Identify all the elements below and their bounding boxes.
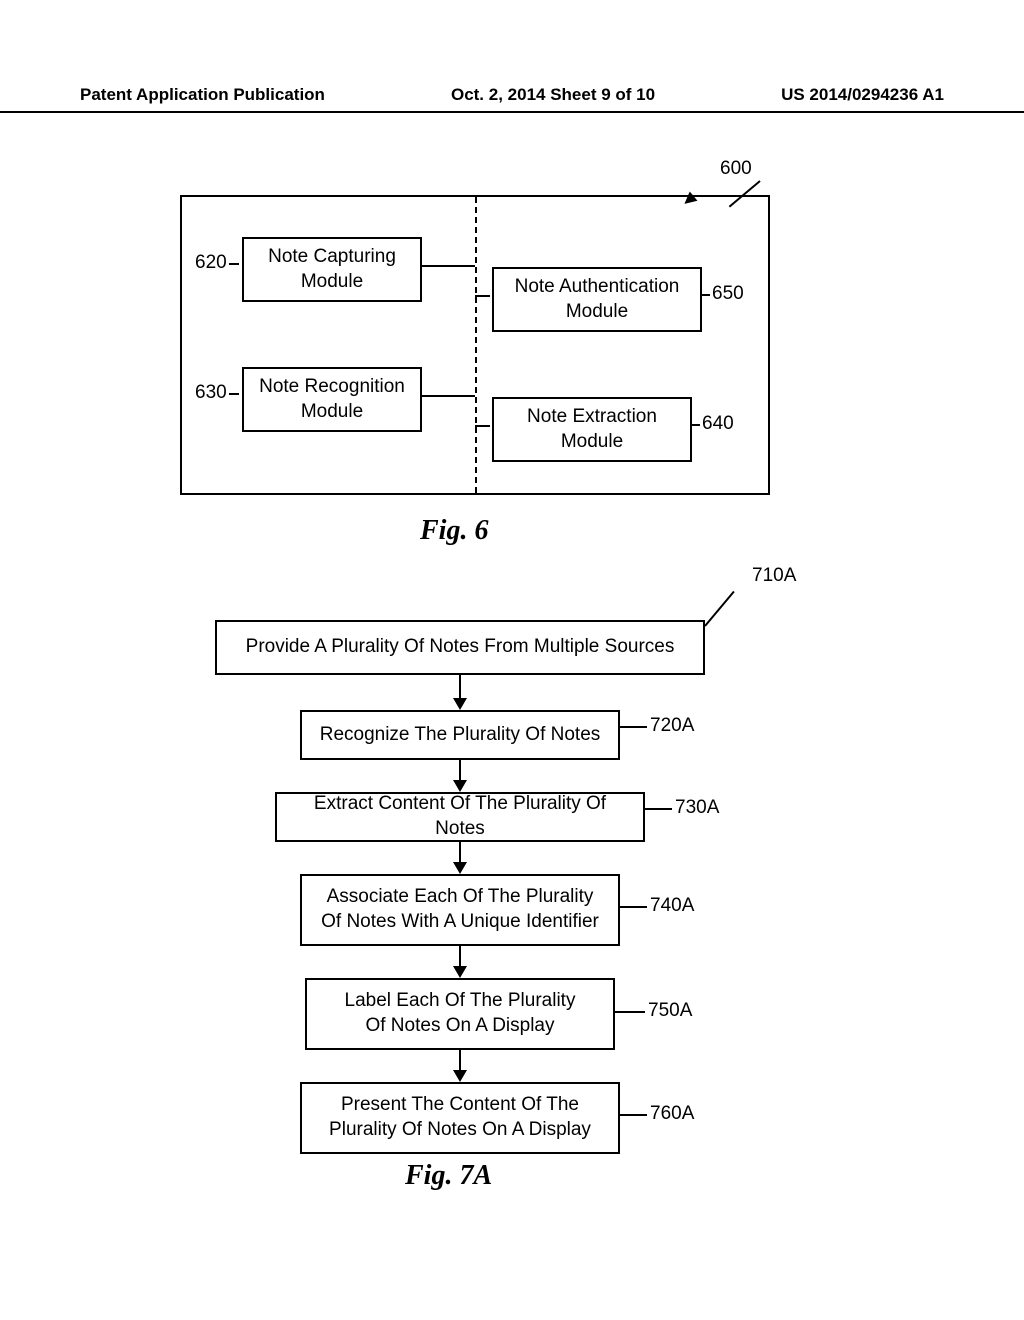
ref-720a: 720A xyxy=(650,715,694,737)
step-750a: Label Each Of The Plurality Of Notes On … xyxy=(305,978,615,1050)
conn-620-dash xyxy=(420,265,475,267)
step-760a: Present The Content Of The Plurality Of … xyxy=(300,1082,620,1154)
arrow-4 xyxy=(459,946,461,968)
fig6-system-box: Note Capturing Module Note Recognition M… xyxy=(180,195,770,495)
ref-740a: 740A xyxy=(650,895,694,917)
arrowhead-1 xyxy=(453,698,467,710)
arrowhead-3 xyxy=(453,862,467,874)
step-750a-label: Label Each Of The Plurality Of Notes On … xyxy=(345,989,576,1038)
header-center: Oct. 2, 2014 Sheet 9 of 10 xyxy=(451,85,655,105)
step-730a-label: Extract Content Of The Plurality Of Note… xyxy=(293,792,627,841)
ref-600: 600 xyxy=(720,158,752,180)
note-capturing-module: Note Capturing Module xyxy=(242,237,422,302)
arrowhead-4 xyxy=(453,966,467,978)
step-740a-label: Associate Each Of The Plurality Of Notes… xyxy=(321,885,599,934)
leader-710a xyxy=(704,591,734,627)
note-authentication-label: Note Authentication Module xyxy=(515,275,680,324)
ref-730a: 730A xyxy=(675,797,719,819)
ref-650: 650 xyxy=(712,283,744,305)
step-720a: Recognize The Plurality Of Notes xyxy=(300,710,620,760)
arrowhead-2 xyxy=(453,780,467,792)
note-extraction-module: Note Extraction Module xyxy=(492,397,692,462)
arrow-2 xyxy=(459,760,461,782)
conn-650-dash xyxy=(475,295,490,297)
step-730a: Extract Content Of The Plurality Of Note… xyxy=(275,792,645,842)
step-720a-label: Recognize The Plurality Of Notes xyxy=(320,723,601,748)
fig7a-caption: Fig. 7A xyxy=(405,1160,492,1192)
fig6-caption: Fig. 6 xyxy=(420,515,488,547)
page-header: Patent Application Publication Oct. 2, 2… xyxy=(0,85,1024,113)
ref-640: 640 xyxy=(702,413,734,435)
header-left: Patent Application Publication xyxy=(80,85,325,105)
note-capturing-label: Note Capturing Module xyxy=(268,245,396,294)
conn-630-dash xyxy=(420,395,475,397)
leader-630 xyxy=(229,393,239,395)
step-740a: Associate Each Of The Plurality Of Notes… xyxy=(300,874,620,946)
note-recognition-label: Note Recognition Module xyxy=(259,375,405,424)
leader-760a xyxy=(620,1114,647,1116)
conn-640-dash xyxy=(475,425,490,427)
ref-750a: 750A xyxy=(648,1000,692,1022)
arrow-3 xyxy=(459,842,461,864)
ref-620: 620 xyxy=(195,252,227,274)
step-710a-label: Provide A Plurality Of Notes From Multip… xyxy=(246,635,675,660)
leader-620 xyxy=(229,263,239,265)
fig6-divider xyxy=(475,197,477,493)
note-recognition-module: Note Recognition Module xyxy=(242,367,422,432)
leader-730a xyxy=(645,808,672,810)
leader-720a xyxy=(620,726,647,728)
arrow-1 xyxy=(459,675,461,700)
ref-710a: 710A xyxy=(752,565,796,587)
ref-630: 630 xyxy=(195,382,227,404)
arrowhead-5 xyxy=(453,1070,467,1082)
step-760a-label: Present The Content Of The Plurality Of … xyxy=(329,1093,591,1142)
note-authentication-module: Note Authentication Module xyxy=(492,267,702,332)
leader-750a xyxy=(615,1011,645,1013)
leader-650 xyxy=(700,294,710,296)
arrow-5 xyxy=(459,1050,461,1072)
leader-640 xyxy=(690,424,700,426)
note-extraction-label: Note Extraction Module xyxy=(527,405,657,454)
header-right: US 2014/0294236 A1 xyxy=(781,85,944,105)
step-710a: Provide A Plurality Of Notes From Multip… xyxy=(215,620,705,675)
ref-760a: 760A xyxy=(650,1103,694,1125)
leader-740a xyxy=(620,906,647,908)
